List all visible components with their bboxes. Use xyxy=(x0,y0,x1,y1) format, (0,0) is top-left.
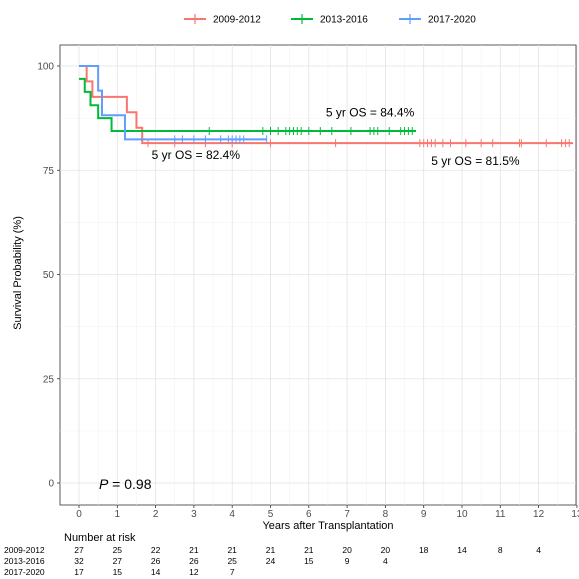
risk-table-count: 27 xyxy=(113,556,123,566)
risk-table-count: 25 xyxy=(113,545,123,555)
x-tick-label: 5 xyxy=(268,509,274,520)
x-tick-label: 6 xyxy=(306,509,312,520)
x-tick-label: 8 xyxy=(383,509,389,520)
risk-table: 2009-2012 27 25 22 21 21 21 21 20 20 18 14 8 42013-20… xyxy=(4,545,541,577)
legend-label: 2017-2020 xyxy=(428,15,476,26)
y-tick-label: 25 xyxy=(43,374,55,385)
risk-table-group-label: 2017-2020 xyxy=(4,567,45,577)
risk-table-count: 14 xyxy=(457,545,467,555)
risk-table-count: 26 xyxy=(189,556,199,566)
censor-marks xyxy=(147,127,570,148)
risk-table-count: 15 xyxy=(113,567,123,577)
risk-table-count: 14 xyxy=(151,567,161,577)
x-tick-label: 7 xyxy=(344,509,350,520)
risk-table-count: 26 xyxy=(151,556,161,566)
risk-table-count: 21 xyxy=(227,545,237,555)
x-tick-label: 3 xyxy=(191,509,197,520)
survival-curve-2013-2016 xyxy=(79,77,417,133)
risk-table-count: 4 xyxy=(536,545,541,555)
x-tick-label: 4 xyxy=(229,509,235,520)
x-tick-label: 9 xyxy=(421,509,427,520)
x-tick-label: 13 xyxy=(571,509,579,520)
plot-panel: 5 yr OS = 84.4% 5 yr OS = 82.4% 5 yr OS = … xyxy=(59,44,578,506)
x-tick-label: 2 xyxy=(153,509,159,520)
risk-table-count: 8 xyxy=(498,545,503,555)
y-tick-label: 75 xyxy=(43,166,55,177)
risk-table-count: 4 xyxy=(383,556,388,566)
risk-table-count: 20 xyxy=(381,545,391,555)
risk-table-count: 21 xyxy=(304,545,314,555)
risk-table-count: 15 xyxy=(304,556,314,566)
x-axis-title: Years after Transplantation xyxy=(262,520,393,532)
y-tick-label: 0 xyxy=(48,479,54,490)
p-value-symbol: P xyxy=(99,476,109,492)
survival-curve-2017-2020 xyxy=(79,65,267,141)
gridlines xyxy=(60,45,578,505)
p-value-label: P = 0.98 xyxy=(99,476,152,492)
risk-table-count: 21 xyxy=(189,545,199,555)
y-tick-label: 100 xyxy=(37,62,54,73)
legend-label: 2009-2012 xyxy=(213,15,261,26)
survival-curves xyxy=(79,65,574,145)
p-value-text: = 0.98 xyxy=(108,476,151,492)
annotations: 5 yr OS = 84.4% 5 yr OS = 82.4% 5 yr OS = … xyxy=(152,106,520,168)
risk-table-count: 25 xyxy=(227,556,237,566)
y-tick-label: 50 xyxy=(43,270,55,281)
x-tick-label: 12 xyxy=(533,509,545,520)
risk-table-count: 27 xyxy=(74,545,84,555)
risk-table-count: 18 xyxy=(419,545,429,555)
plot-background xyxy=(59,44,577,506)
x-tick-label: 0 xyxy=(76,509,82,520)
risk-table-count: 22 xyxy=(151,545,161,555)
risk-table-count: 7 xyxy=(230,567,235,577)
os-annotation: 5 yr OS = 84.4% xyxy=(326,106,415,120)
risk-table-count: 24 xyxy=(266,556,276,566)
risk-table-count: 21 xyxy=(266,545,276,555)
risk-table-title: Number at risk xyxy=(64,532,136,544)
risk-table-count: 20 xyxy=(342,545,352,555)
risk-table-group-label: 2009-2012 xyxy=(4,545,45,555)
risk-table-group-label: 2013-2016 xyxy=(4,556,45,566)
y-axis: 0 25 50 75 100 xyxy=(37,62,60,490)
os-annotation: 5 yr OS = 81.5% xyxy=(431,154,520,168)
legend-label: 2013-2016 xyxy=(320,15,368,26)
risk-table-count: 17 xyxy=(74,567,84,577)
x-tick-label: 10 xyxy=(456,509,468,520)
os-annotation: 5 yr OS = 82.4% xyxy=(152,148,241,162)
risk-table-count: 32 xyxy=(74,556,84,566)
risk-table-count: 12 xyxy=(189,567,199,577)
x-tick-label: 11 xyxy=(495,509,506,520)
legend: 2009-2012 2013-2016 2017-2020 xyxy=(184,14,476,26)
y-axis-title: Survival Probability (%) xyxy=(12,216,24,330)
x-axis: 012345678910111213 xyxy=(76,505,579,520)
risk-table-count: 9 xyxy=(345,556,350,566)
x-tick-label: 1 xyxy=(115,509,121,520)
